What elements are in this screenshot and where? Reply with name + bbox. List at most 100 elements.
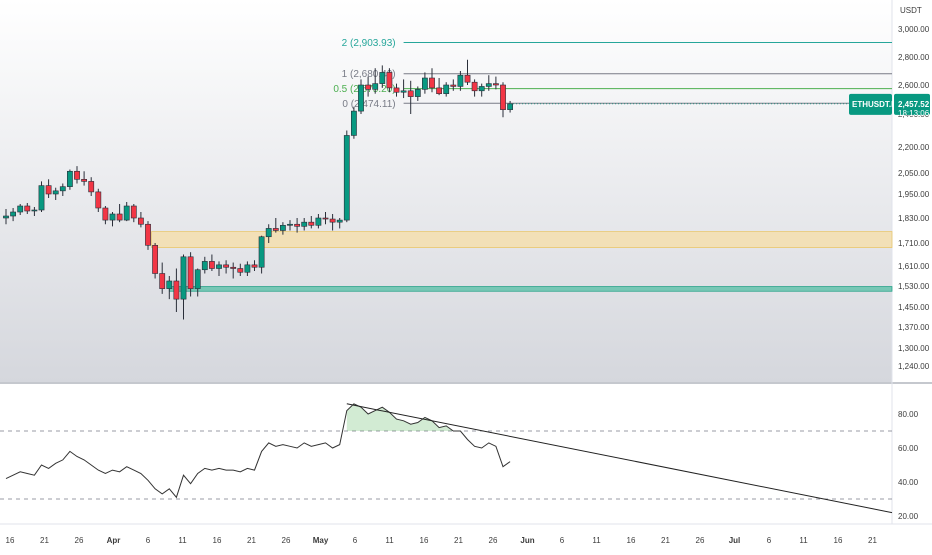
price-tick-label: 2,050.00 (898, 169, 930, 178)
time-tick-label: 26 (282, 536, 291, 545)
candle-body (457, 74, 464, 87)
supply-zone (151, 231, 893, 248)
current-price-tag-background (849, 93, 892, 115)
candle-body (38, 185, 45, 211)
candle-body (116, 213, 123, 221)
price-tick-label: 1,710.00 (898, 239, 930, 248)
time-tick-label: Jul (729, 536, 741, 545)
candle-body (17, 205, 24, 213)
candle-body (159, 273, 166, 289)
candle-body (372, 83, 379, 90)
rsi-axis-ticks: 80.00 60.00 40.00 20.00 (898, 410, 919, 521)
candle-body (485, 83, 492, 87)
time-tick-label: 11 (799, 536, 808, 545)
candle-body (81, 179, 87, 182)
time-tick-label: 26 (696, 536, 705, 545)
candle-body (287, 223, 293, 226)
candle-body (308, 221, 315, 226)
fib-levels-layer: 2 (2,903.93) 1 (2,680.42) 0.5 (2,575.20) 0 … (333, 38, 892, 110)
rsi-tick-label: 60.00 (898, 444, 919, 453)
candle-body (443, 84, 450, 94)
candle-body (279, 224, 286, 231)
candle-body (350, 110, 357, 136)
rsi-pane-background (0, 384, 892, 524)
candle-body (400, 90, 407, 93)
zones-layer (151, 231, 893, 292)
currency-label: USDT (900, 6, 922, 15)
candle-body (492, 83, 499, 86)
price-tick-label: 2,800.00 (898, 53, 930, 62)
candle-body (74, 170, 80, 180)
current-price-value-background (894, 93, 930, 115)
candle-body (130, 205, 137, 219)
time-tick-label: 6 (146, 536, 151, 545)
rsi-trendline[interactable] (346, 403, 893, 514)
candle-body (3, 215, 9, 219)
candle-body (45, 185, 52, 195)
rsi-overbought-fill (346, 403, 461, 431)
price-tick-label: 1,450.00 (898, 303, 930, 312)
candle-body (507, 103, 513, 110)
candle-body (152, 245, 158, 274)
time-tick-label: 16 (213, 536, 222, 545)
candle-body (365, 84, 371, 90)
price-tick-label: 1,370.00 (898, 323, 930, 332)
fib-label: 2 (2,903.93) (342, 38, 396, 49)
candle-body (429, 77, 435, 89)
rsi-layer (0, 403, 893, 514)
rsi-tick-label: 20.00 (898, 512, 919, 521)
candle-body (230, 266, 237, 269)
candle-body (393, 87, 400, 93)
current-price-value: 2,457.52 (898, 100, 930, 109)
candle-body (294, 223, 300, 227)
time-tick-label: 6 (560, 536, 565, 545)
candle-body (358, 84, 364, 112)
price-tick-label: 1,240.00 (898, 362, 930, 371)
candle-body (407, 90, 414, 97)
candle-body (166, 280, 173, 289)
candle-body (194, 269, 201, 289)
candle-body (216, 264, 222, 269)
candle-body (145, 223, 151, 246)
candle-body (464, 74, 471, 83)
fib-label: 0.5 (2,575.20) (333, 84, 395, 95)
candle-body (209, 261, 215, 269)
current-price-tag[interactable]: ETHUSDT.P 2,457.52 18:13:06 (849, 93, 930, 118)
candle-body (436, 87, 442, 95)
candle-body (450, 84, 457, 87)
candle-body (31, 209, 38, 212)
time-tick-label: 21 (247, 536, 256, 545)
candle-body (478, 86, 485, 92)
time-axis-ticks: 16 21 26 Apr 6 11 16 21 26 May 6 11 16 21 26 Jun 6 11 16 21… (6, 536, 878, 545)
candle-body (201, 261, 208, 271)
price-tick-label: 1,830.00 (898, 214, 930, 223)
candle-body (180, 256, 187, 300)
time-tick-label: May (313, 536, 329, 545)
candle-body (88, 181, 95, 193)
candle-body (329, 218, 336, 223)
time-tick-label: Jun (520, 536, 534, 545)
candle-body (59, 186, 66, 192)
candle-body (379, 72, 386, 84)
candle-body (10, 211, 16, 217)
fib-label: 1 (2,680.42) (342, 69, 396, 80)
time-tick-label: 21 (454, 536, 463, 545)
candle-body (265, 228, 272, 238)
candle-body (109, 213, 116, 221)
time-tick-label: 11 (592, 536, 601, 545)
current-price-countdown: 18:13:06 (898, 109, 930, 118)
candle-body (500, 84, 506, 110)
fib-label: 0 (2,474.11) (342, 99, 395, 110)
price-axis-background[interactable] (892, 0, 932, 382)
demand-zone (168, 286, 893, 292)
candle-body (67, 170, 73, 187)
candle-body (322, 217, 329, 220)
price-tick-label: 1,530.00 (898, 282, 930, 291)
time-tick-label: 26 (489, 536, 498, 545)
price-tick-label: 1,300.00 (898, 344, 930, 353)
candle-body (223, 264, 229, 268)
candle-body (386, 72, 393, 89)
candle-body (471, 81, 478, 92)
